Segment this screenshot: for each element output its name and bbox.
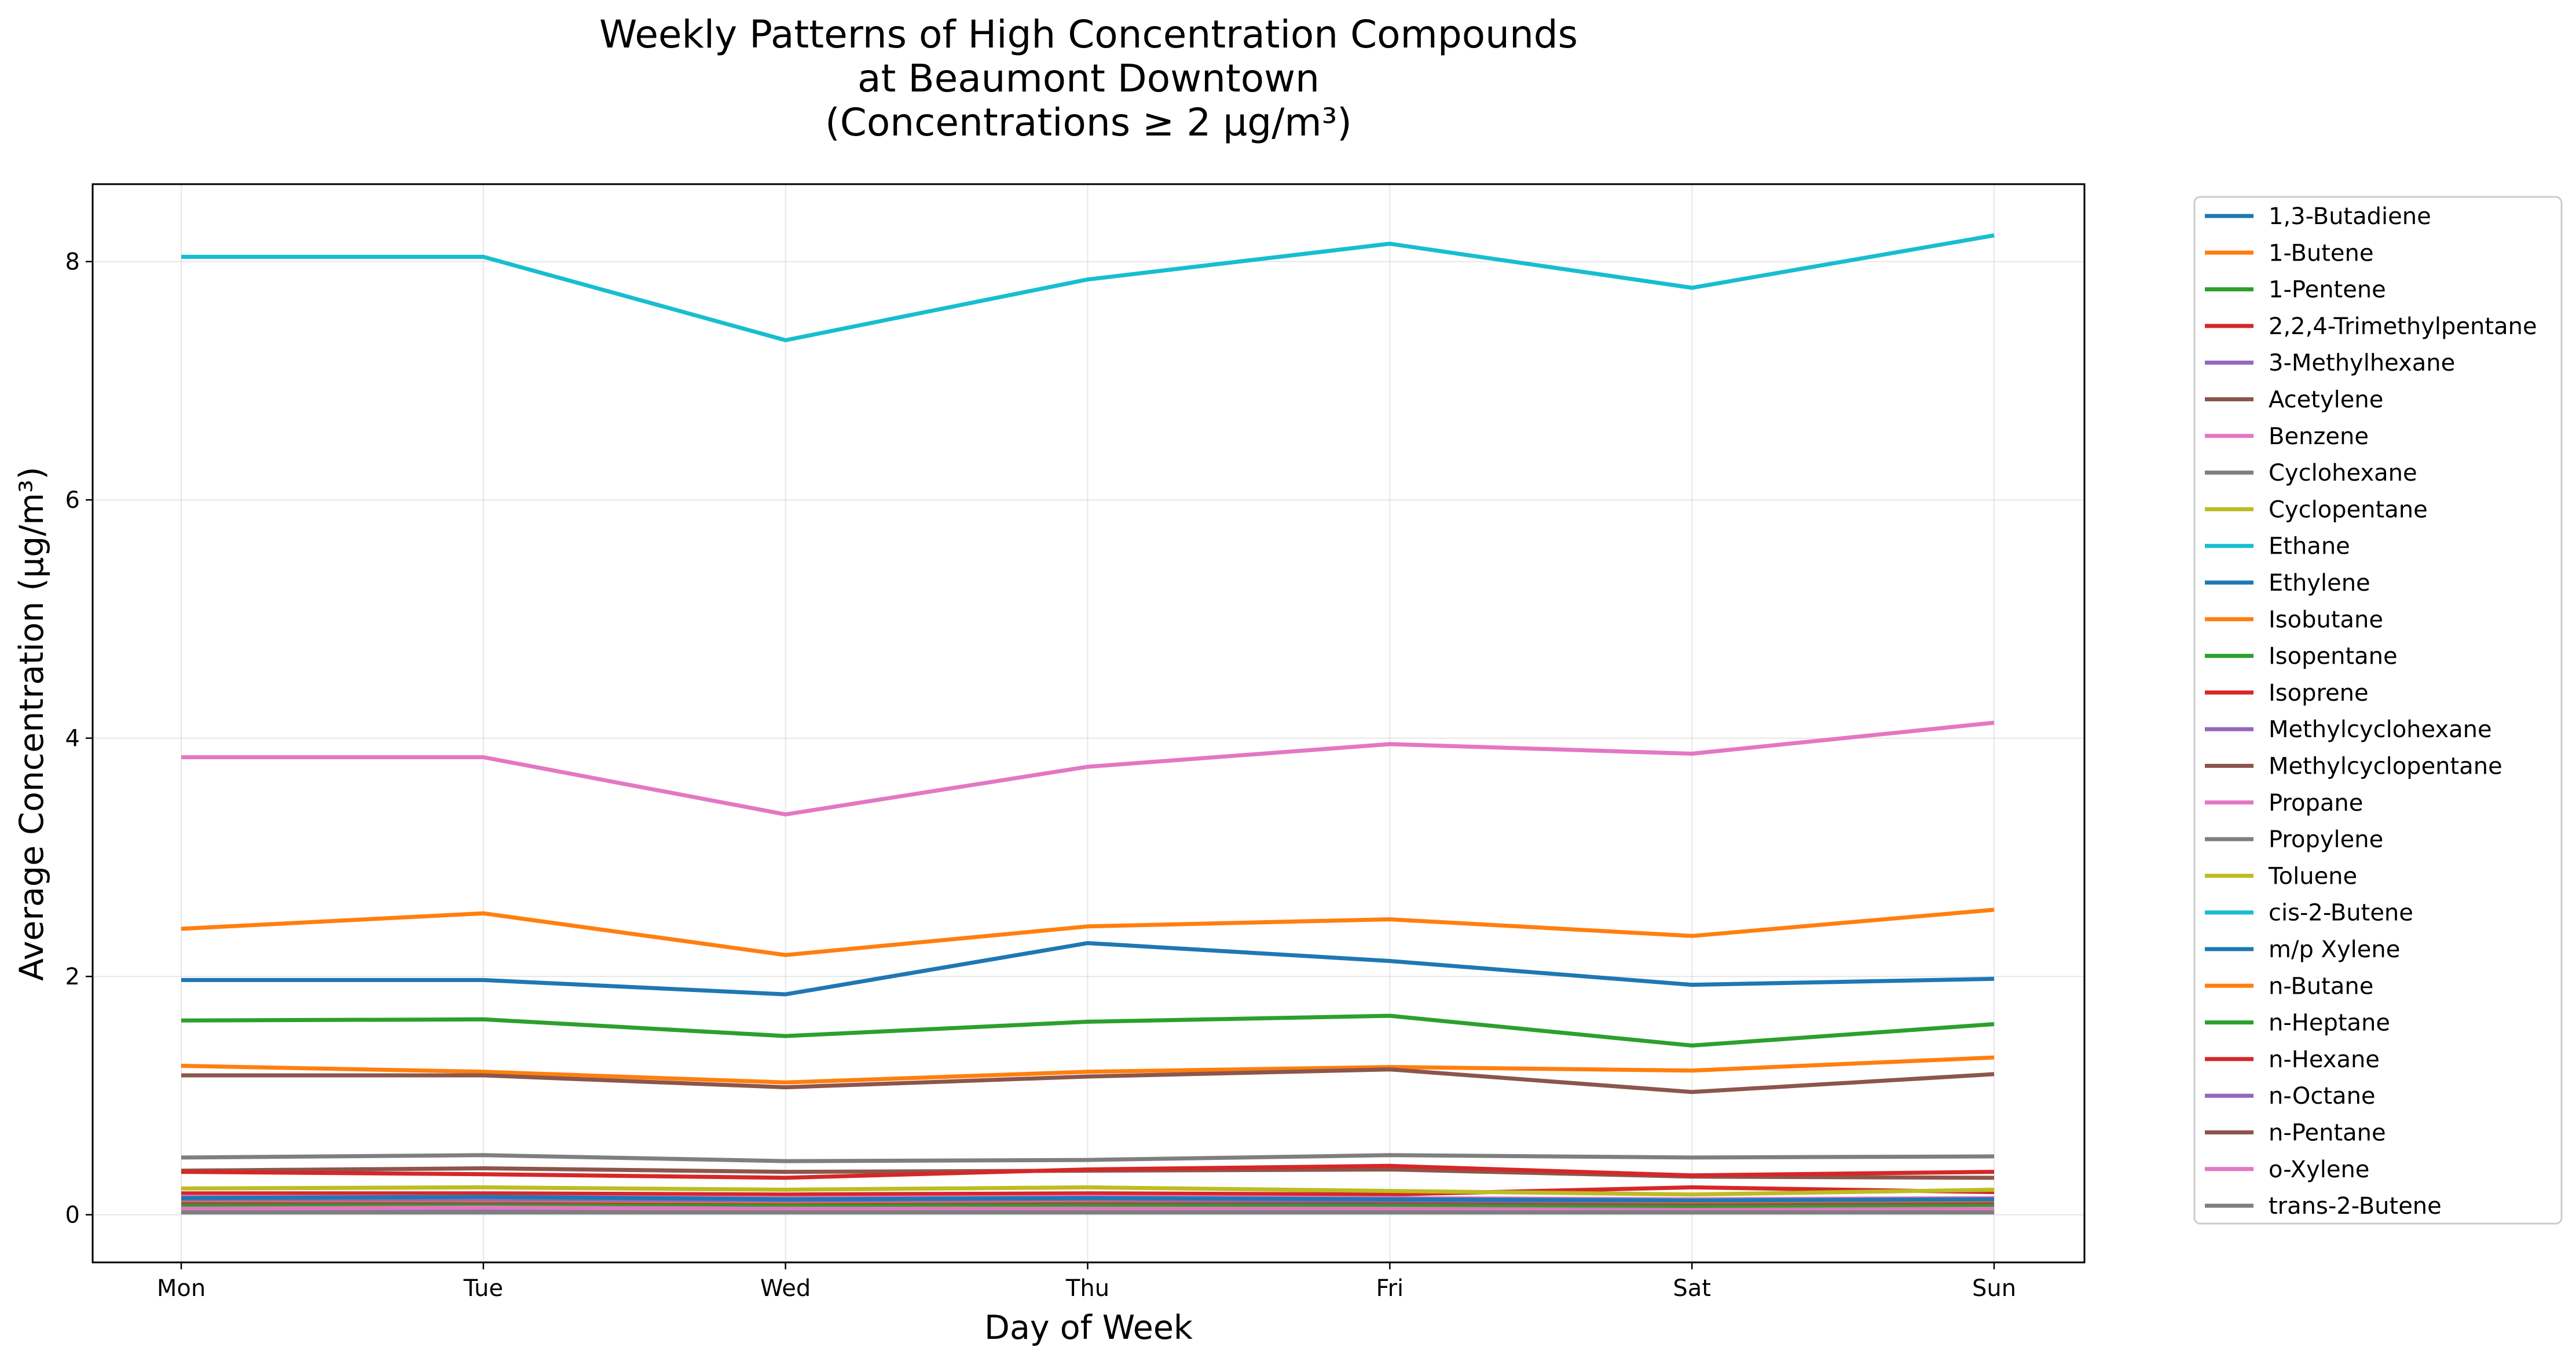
series-line-17 — [181, 1153, 1995, 1163]
x-tick-label: Mon — [157, 1275, 206, 1302]
y-tick-label: 2 — [65, 964, 80, 990]
legend-entry-label: Isopentane — [2269, 643, 2398, 670]
legend-entry-label: Methylcyclohexane — [2269, 716, 2492, 743]
legend-entry-label: Acetylene — [2269, 387, 2383, 413]
x-tick-label: Fri — [1376, 1275, 1404, 1302]
series-line-16 — [181, 720, 1995, 817]
plot-area-frame — [91, 183, 2086, 1264]
legend-entry-label: Benzene — [2269, 423, 2369, 450]
legend-entry-label: Methylcyclopentane — [2269, 753, 2502, 780]
series-line-26 — [181, 1205, 1995, 1212]
legend-entry-label: Ethane — [2269, 533, 2350, 560]
y-tick-label: 6 — [65, 487, 80, 514]
legend-entry-label: n-Pentane — [2269, 1120, 2386, 1147]
chart-title-line-1: Weekly Patterns of High Concentration Co… — [599, 12, 1578, 57]
legend: 1,3-Butadiene 1-Butene 1-Pentene 2,2,4-Trim… — [2193, 196, 2563, 1225]
x-axis-label: Day of Week — [984, 1309, 1193, 1347]
x-tick-label: Sun — [1972, 1275, 2016, 1302]
legend-entry-label: 3-Methylhexane — [2269, 350, 2455, 376]
y-tick-label: 4 — [65, 726, 80, 752]
legend-entry-label: n-Butane — [2269, 973, 2373, 999]
legend-entry-label: cis-2-Butene — [2269, 900, 2413, 927]
legend-entry-label: 1-Pentene — [2269, 277, 2386, 303]
series-lines — [181, 233, 1995, 1215]
series-line-15 — [181, 1202, 1995, 1207]
legend-entry-label: 2,2,4-Trimethylpentane — [2269, 313, 2537, 340]
legend-entry-label: Isobutane — [2269, 606, 2383, 633]
legend-entry-label: Isoprene — [2269, 680, 2369, 706]
series-line-20 — [181, 1195, 1995, 1203]
legend-entry-label: 1,3-Butadiene — [2269, 203, 2431, 230]
legend-entry-label: 1-Butene — [2269, 240, 2374, 266]
y-tick-label: 8 — [65, 249, 80, 276]
legend-entry-label: trans-2-Butene — [2269, 1193, 2442, 1220]
legend-entry-label: n-Octane — [2269, 1083, 2376, 1110]
y-tick-label: 0 — [65, 1202, 80, 1229]
legend-entry-label: Toluene — [2268, 863, 2357, 889]
series-line-23 — [181, 1163, 1995, 1180]
legend-frame — [2193, 196, 2563, 1225]
legend-entry-label: Propane — [2269, 790, 2363, 817]
series-line-21 — [181, 1055, 1995, 1085]
series-line-9 — [181, 233, 1995, 342]
legend-entry-label: m/p Xylene — [2269, 936, 2400, 963]
series-line-18 — [181, 1185, 1995, 1197]
chart-title-line-3: (Concentrations ≥ 2 µg/m³) — [825, 100, 1352, 145]
x-tick-label: Sat — [1673, 1275, 1711, 1302]
x-tick-label: Wed — [760, 1275, 811, 1302]
series-line-11 — [181, 907, 1995, 957]
y-axis: 0 2 4 6 8 — [65, 249, 93, 1229]
x-tick-label: Thu — [1065, 1275, 1109, 1302]
legend-entry-label: Cyclohexane — [2269, 460, 2417, 486]
legend-entry-label: o-Xylene — [2269, 1156, 2369, 1183]
x-axis: Mon Tue Wed Thu Fri Sat Sun — [157, 1262, 2016, 1302]
series-line-25 — [181, 1067, 1995, 1094]
series-line-3 — [181, 1185, 1995, 1197]
legend-entry-label: Propylene — [2269, 826, 2383, 853]
legend-entry-label: n-Hexane — [2269, 1046, 2380, 1073]
x-tick-label: Tue — [463, 1275, 503, 1302]
legend-entry-label: Cyclopentane — [2269, 496, 2428, 523]
legend-entry-label: n-Heptane — [2269, 1010, 2390, 1037]
chart-title-line-2: at Beaumont Downtown — [858, 56, 1320, 101]
legend-entry-label: Ethylene — [2269, 570, 2370, 596]
series-line-12 — [181, 1013, 1995, 1048]
series-line-10 — [181, 941, 1995, 997]
grid — [93, 184, 2084, 1262]
y-axis-label: Average Concentration (µg/m³) — [13, 467, 51, 981]
